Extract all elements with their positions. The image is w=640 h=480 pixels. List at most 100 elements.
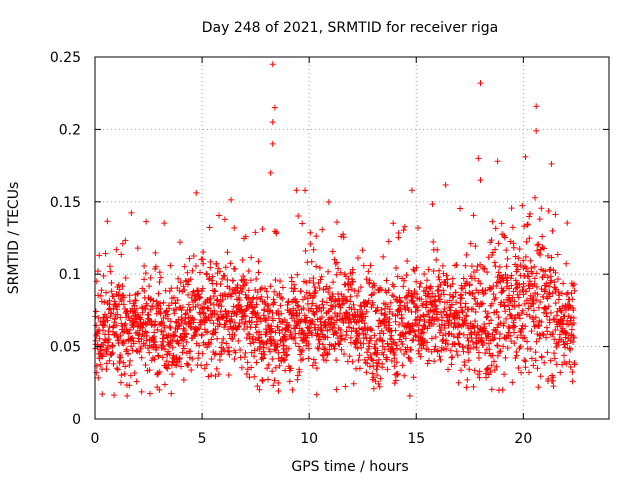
data-point — [271, 104, 278, 111]
data-point — [531, 280, 538, 287]
data-point — [413, 278, 420, 285]
data-point — [405, 354, 412, 361]
data-point — [508, 338, 515, 345]
data-point — [422, 304, 429, 311]
data-point — [486, 320, 493, 327]
data-point — [187, 348, 194, 355]
data-point — [386, 306, 393, 313]
data-point — [356, 352, 363, 359]
data-point — [126, 292, 133, 299]
data-point — [233, 311, 240, 318]
data-point — [303, 314, 310, 321]
data-point — [370, 385, 377, 392]
data-point — [181, 263, 188, 270]
data-point — [184, 281, 191, 288]
data-point — [544, 349, 551, 356]
data-point — [108, 351, 115, 358]
data-point — [258, 293, 265, 300]
data-point — [127, 357, 134, 364]
data-point — [530, 293, 537, 300]
data-point — [525, 273, 532, 280]
data-point — [441, 291, 448, 298]
data-point — [300, 356, 307, 363]
data-point — [141, 288, 148, 295]
data-point — [532, 357, 539, 364]
data-point — [228, 196, 235, 203]
data-point — [163, 358, 170, 365]
y-tick-label: 0.15 — [50, 195, 81, 211]
data-point — [151, 322, 158, 329]
data-point — [403, 348, 410, 355]
data-point — [253, 359, 260, 366]
data-point — [502, 308, 509, 315]
data-point — [491, 367, 498, 374]
data-point — [254, 288, 261, 295]
data-point — [108, 309, 115, 316]
data-point — [470, 344, 477, 351]
data-point — [103, 366, 110, 373]
data-point — [435, 274, 442, 281]
data-point — [414, 224, 421, 231]
data-point — [154, 300, 161, 307]
data-point — [471, 367, 478, 374]
data-point — [534, 365, 541, 372]
data-point — [114, 365, 121, 372]
data-point — [524, 338, 531, 345]
data-point — [234, 281, 241, 288]
data-point — [235, 324, 242, 331]
data-point — [395, 229, 402, 236]
data-point — [419, 300, 426, 307]
data-point — [211, 287, 218, 294]
data-point — [124, 392, 131, 399]
data-point — [241, 312, 248, 319]
data-point — [169, 337, 176, 344]
data-point — [142, 270, 149, 277]
data-point — [329, 248, 336, 255]
data-point — [146, 283, 153, 290]
data-point — [270, 317, 277, 324]
data-point — [291, 318, 298, 325]
data-point — [427, 283, 434, 290]
data-point — [568, 290, 575, 297]
data-point — [151, 356, 158, 363]
data-point — [204, 344, 211, 351]
data-point — [466, 366, 473, 373]
data-point — [353, 339, 360, 346]
data-point — [138, 354, 145, 361]
data-point — [222, 321, 229, 328]
data-point — [114, 311, 121, 318]
data-point — [556, 331, 563, 338]
data-point — [511, 329, 518, 336]
data-point — [487, 368, 494, 375]
data-point — [346, 324, 353, 331]
data-point — [400, 227, 407, 234]
data-point — [379, 360, 386, 367]
data-point — [497, 348, 504, 355]
data-point — [391, 351, 398, 358]
data-point — [462, 300, 469, 307]
data-point — [181, 326, 188, 333]
data-point — [545, 291, 552, 298]
data-point — [289, 386, 296, 393]
data-point — [512, 277, 519, 284]
data-point — [357, 340, 364, 347]
data-point — [199, 350, 206, 357]
data-point — [548, 254, 555, 261]
data-point — [538, 318, 545, 325]
data-point — [354, 345, 361, 352]
data-point — [97, 292, 104, 299]
data-point — [481, 327, 488, 334]
data-point — [173, 319, 180, 326]
data-point — [424, 277, 431, 284]
data-point — [303, 335, 310, 342]
data-point — [493, 283, 500, 290]
data-point — [267, 348, 274, 355]
data-point — [136, 348, 143, 355]
data-point — [117, 379, 124, 386]
data-point — [329, 314, 336, 321]
data-point — [272, 364, 279, 371]
data-point — [356, 331, 363, 338]
data-point — [291, 285, 298, 292]
data-point — [440, 270, 447, 277]
data-point — [383, 277, 390, 284]
